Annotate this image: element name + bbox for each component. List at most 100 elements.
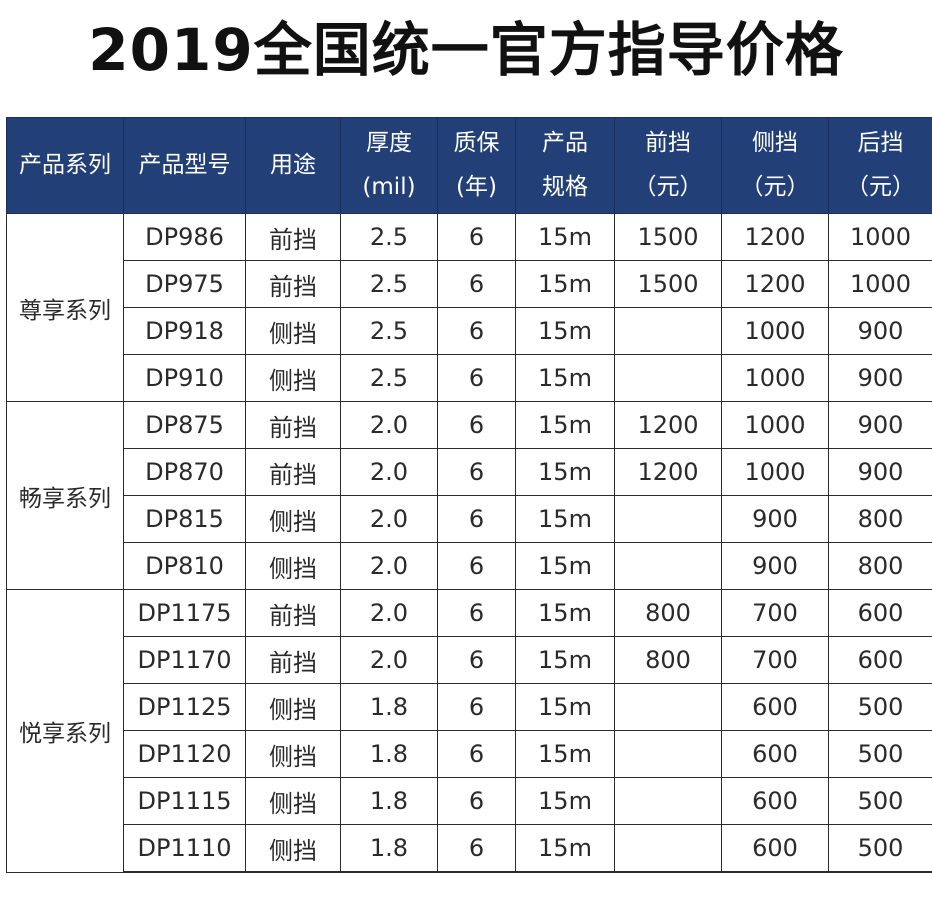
warranty-cell: 6: [437, 448, 516, 496]
table-row: DP1125 侧挡 1.8 6 15m 600 500: [7, 683, 932, 731]
side-price-cell: 1000: [721, 401, 829, 449]
header-warranty-line: (年): [456, 173, 497, 200]
rear-price-cell: 800: [828, 542, 932, 590]
front-price-cell: [614, 495, 722, 543]
table-row: DP918 侧挡 2.5 6 15m 1000 900: [7, 307, 932, 355]
thickness-cell: 2.0: [340, 401, 438, 449]
side-price-cell: 1000: [721, 448, 829, 496]
rear-price-cell: 900: [828, 401, 932, 449]
header-series: 产品系列: [6, 117, 124, 214]
table-row: 畅享系列 DP875 前挡 2.0 6 15m 1200 1000 900: [6, 401, 932, 590]
front-price-cell: 1500: [614, 213, 722, 261]
rear-price-cell: 900: [828, 307, 932, 355]
warranty-cell: 6: [437, 213, 516, 261]
header-warranty-line: 质保: [453, 129, 500, 156]
header-side-price-line: 侧挡: [752, 129, 798, 156]
rear-price-cell: 800: [828, 495, 932, 543]
model-cell: DP1115: [123, 777, 246, 825]
side-price-cell: 700: [721, 636, 829, 684]
rear-price-cell: 500: [828, 730, 932, 778]
model-cell: DP815: [123, 495, 246, 543]
table-row: DP975 前挡 2.5 6 15m 1500 1200 1000: [7, 260, 932, 308]
header-front-price: 前挡 （元）: [614, 117, 722, 214]
side-price-cell: 700: [721, 589, 829, 637]
rear-price-cell: 600: [828, 589, 932, 637]
thickness-cell: 1.8: [340, 683, 438, 731]
model-cell: DP1120: [123, 730, 246, 778]
thickness-cell: 1.8: [340, 730, 438, 778]
side-price-cell: 1000: [721, 354, 829, 402]
header-side-price-line: （元）: [740, 173, 810, 200]
spec-cell: 15m: [515, 307, 615, 355]
use-cell: 侧挡: [245, 354, 341, 402]
header-thickness: 厚度 (mil): [340, 117, 438, 214]
use-cell: 前挡: [245, 401, 341, 449]
front-price-cell: [614, 683, 722, 731]
spec-cell: 15m: [515, 495, 615, 543]
model-cell: DP810: [123, 542, 246, 590]
use-cell: 侧挡: [245, 777, 341, 825]
use-cell: 侧挡: [245, 683, 341, 731]
table-row: DP1170 前挡 2.0 6 15m 800 700 600: [7, 636, 932, 684]
thickness-cell: 2.5: [340, 260, 438, 308]
warranty-cell: 6: [437, 683, 516, 731]
front-price-cell: [614, 542, 722, 590]
use-cell: 前挡: [245, 636, 341, 684]
front-price-cell: [614, 777, 722, 825]
use-cell: 侧挡: [245, 730, 341, 778]
series-cell: 畅享系列: [6, 401, 124, 590]
table-row: DP810 侧挡 2.0 6 15m 900 800: [7, 542, 932, 590]
spec-cell: 15m: [515, 777, 615, 825]
spec-cell: 15m: [515, 683, 615, 731]
header-spec-line: 产品: [542, 129, 588, 156]
side-price-cell: 900: [721, 495, 829, 543]
spec-cell: 15m: [515, 730, 615, 778]
warranty-cell: 6: [437, 730, 516, 778]
front-price-cell: 1500: [614, 260, 722, 308]
header-series-line: 产品系列: [19, 151, 111, 178]
spec-cell: 15m: [515, 589, 615, 637]
warranty-cell: 6: [437, 307, 516, 355]
header-thickness-line: (mil): [362, 173, 416, 200]
warranty-cell: 6: [437, 589, 516, 637]
rear-price-cell: 1000: [828, 260, 932, 308]
header-rear-price-line: （元）: [846, 173, 915, 200]
model-cell: DP1170: [123, 636, 246, 684]
spec-cell: 15m: [515, 824, 615, 873]
header-front-price-line: （元）: [633, 173, 703, 200]
series-cell: 尊享系列: [6, 213, 124, 402]
rear-price-cell: 600: [828, 636, 932, 684]
table-row: DP1110 侧挡 1.8 6 15m 600 500: [7, 824, 932, 873]
table-row: 尊享系列 DP986 前挡 2.5 6 15m 1500 1200 1000: [6, 213, 932, 402]
model-cell: DP1175: [123, 589, 246, 637]
header-rear-price-line: 后挡: [857, 129, 904, 156]
front-price-cell: [614, 307, 722, 355]
header-rear-price: 后挡 （元）: [828, 117, 932, 214]
table-row: DP1120 侧挡 1.8 6 15m 600 500: [7, 730, 932, 778]
series-cell: 悦享系列: [6, 589, 124, 873]
side-price-cell: 600: [721, 730, 829, 778]
model-cell: DP986: [123, 213, 246, 261]
use-cell: 侧挡: [245, 824, 341, 873]
model-cell: DP1110: [123, 824, 246, 873]
model-cell: DP975: [123, 260, 246, 308]
model-cell: DP910: [123, 354, 246, 402]
warranty-cell: 6: [437, 542, 516, 590]
front-price-cell: 1200: [614, 448, 722, 496]
rear-price-cell: 500: [828, 777, 932, 825]
spec-cell: 15m: [515, 401, 615, 449]
thickness-cell: 2.0: [340, 542, 438, 590]
use-cell: 前挡: [245, 213, 341, 261]
thickness-cell: 2.0: [340, 448, 438, 496]
thickness-cell: 2.5: [340, 307, 438, 355]
rear-price-cell: 900: [828, 448, 932, 496]
side-price-cell: 600: [721, 824, 829, 873]
header-side-price: 侧挡 （元）: [721, 117, 829, 214]
use-cell: 侧挡: [245, 307, 341, 355]
table-row: DP870 前挡 2.0 6 15m 1200 1000 900: [7, 448, 932, 496]
header-row: 产品系列 产品型号 用途 厚度 (mil) 质保 (年) 产品 规格 前挡 （元） 侧挡 （元） 后挡 （元…: [6, 117, 932, 214]
use-cell: 前挡: [245, 260, 341, 308]
thickness-cell: 2.5: [340, 354, 438, 402]
thickness-cell: 2.5: [340, 213, 438, 261]
header-model: 产品型号: [123, 117, 246, 214]
